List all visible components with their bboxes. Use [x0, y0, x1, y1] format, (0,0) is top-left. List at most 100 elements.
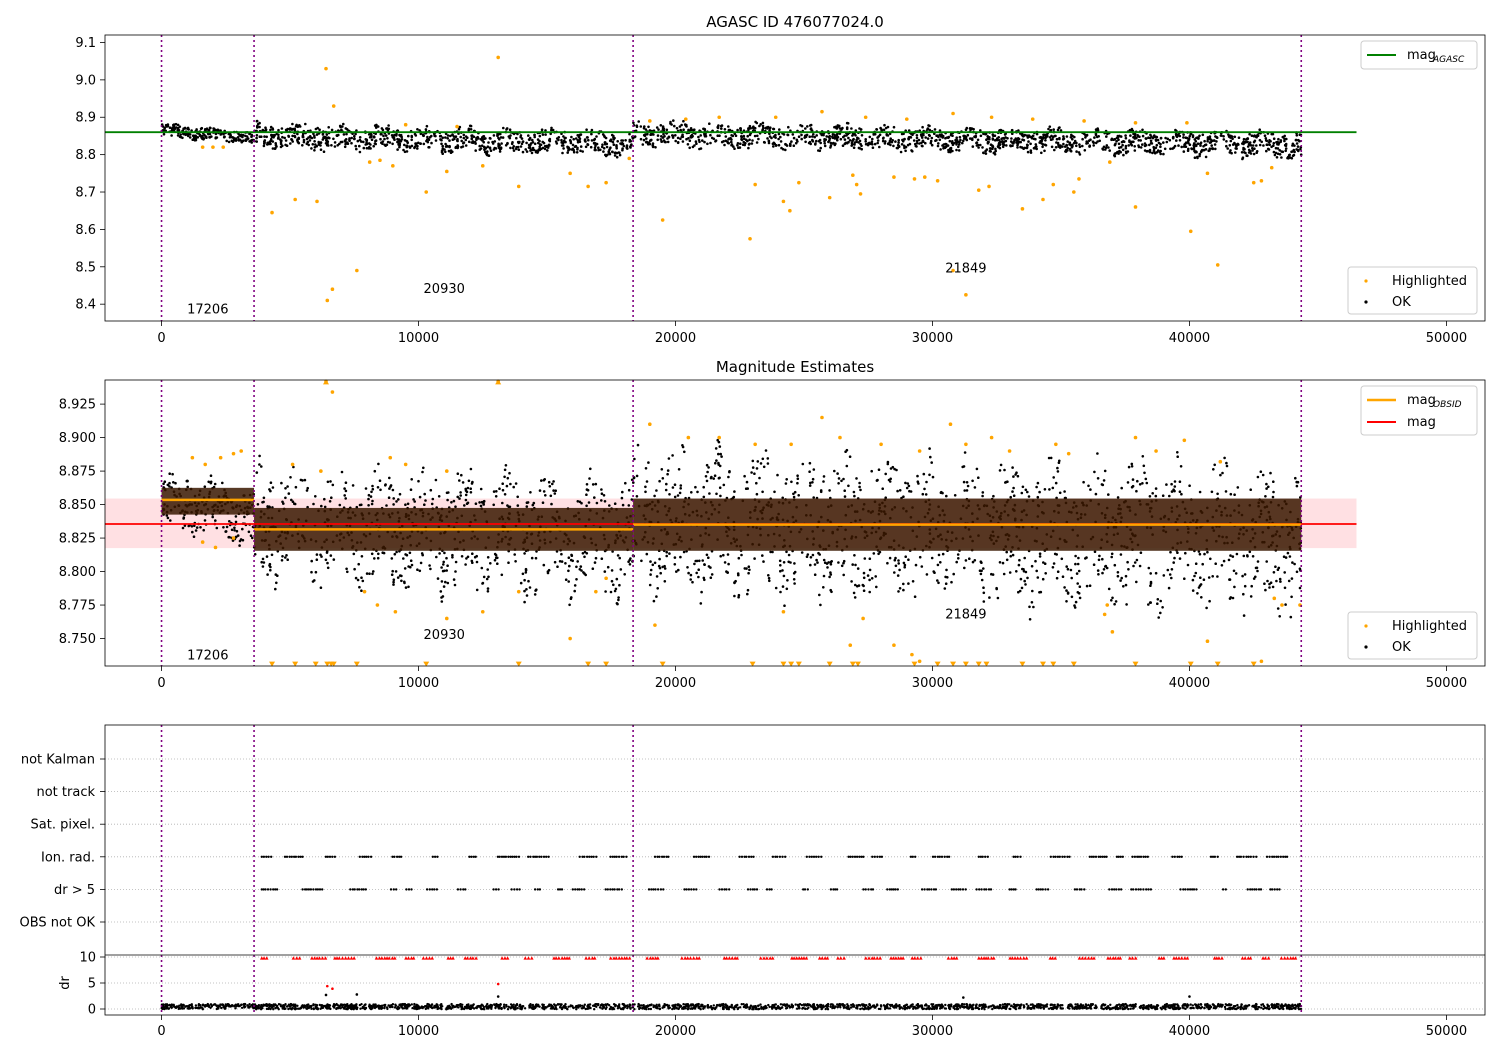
ok-point [601, 146, 604, 149]
ok-point [523, 601, 526, 604]
ok-point [334, 145, 337, 148]
ok-point [981, 579, 984, 582]
ok-point [290, 138, 293, 141]
ok-point [875, 128, 878, 131]
ok-point [792, 133, 795, 136]
ok-point [593, 496, 596, 499]
ok-point [1279, 580, 1282, 583]
ok-point [991, 144, 994, 147]
ok-point [748, 143, 751, 146]
ok-point [459, 126, 462, 129]
ok-point [1290, 616, 1293, 619]
ok-point [214, 483, 217, 486]
ok-point [256, 126, 259, 129]
ok-point [573, 590, 576, 593]
ok-point [793, 137, 796, 140]
ok-point [363, 147, 366, 150]
ok-point [661, 468, 664, 471]
ok-point [852, 138, 855, 141]
ok-point [368, 572, 371, 575]
ok-point [944, 143, 947, 146]
highlighted-point [1270, 166, 1274, 170]
ok-point [1257, 476, 1260, 479]
ok-point [1106, 567, 1109, 570]
ok-point [471, 482, 474, 485]
ok-point [1172, 136, 1175, 139]
ok-point [713, 138, 716, 141]
ok-point [487, 587, 490, 590]
ok-point [819, 604, 822, 607]
ok-point [784, 149, 787, 152]
highlighted-point [1021, 207, 1025, 211]
ok-point [723, 144, 726, 147]
ok-point [1205, 156, 1208, 159]
ok-point [1042, 578, 1045, 581]
highlighted-point [851, 173, 855, 177]
ok-point [1125, 137, 1128, 140]
ok-point [1128, 466, 1131, 469]
ok-point [931, 557, 934, 560]
ok-point [314, 495, 317, 498]
ok-point [1155, 572, 1158, 575]
ok-point [892, 145, 895, 148]
ok-point [944, 576, 947, 579]
ok-point [739, 142, 742, 145]
ok-point [697, 576, 700, 579]
panel1-title: AGASC ID 476077024.0 [706, 13, 884, 31]
ok-point [455, 146, 458, 149]
ok-point [568, 565, 571, 568]
ok-point [879, 551, 882, 554]
ok-point [1105, 135, 1108, 138]
ok-point [1069, 148, 1072, 151]
ok-point [922, 493, 925, 496]
highlighted-point [404, 123, 408, 127]
ok-point [580, 569, 583, 572]
ok-point [1205, 607, 1208, 610]
ok-point [1012, 487, 1015, 490]
ok-point [701, 559, 704, 562]
ok-point [1214, 562, 1217, 565]
ok-point [578, 136, 581, 139]
ok-point [768, 577, 771, 580]
ok-point [778, 128, 781, 131]
ok-point [622, 504, 625, 507]
ok-point [786, 579, 789, 582]
ok-point [752, 126, 755, 129]
ok-point [1221, 564, 1224, 567]
ok-point [823, 475, 826, 478]
ok-point [1251, 147, 1254, 150]
ok-point [924, 136, 927, 139]
ok-point [665, 551, 668, 554]
ok-point [789, 143, 792, 146]
ok-point [471, 561, 474, 564]
highlighted-point [221, 145, 225, 149]
ok-point [480, 488, 483, 491]
ok-point [950, 134, 953, 137]
ok-point [1122, 154, 1125, 157]
ok-point [722, 554, 725, 557]
ok-point [864, 140, 867, 143]
ok-point [840, 480, 843, 483]
ok-point [1075, 145, 1078, 148]
ok-point [1122, 585, 1125, 588]
ok-point [941, 144, 944, 147]
ok-point [1229, 144, 1232, 147]
ok-point [668, 552, 671, 555]
ok-point [495, 490, 498, 493]
ok-point [868, 591, 871, 594]
ok-point [1163, 574, 1166, 577]
ok-point [204, 135, 207, 138]
ok-point [812, 554, 815, 557]
ok-point [851, 142, 854, 145]
ok-point [779, 564, 782, 567]
ok-point [573, 151, 576, 154]
ok-point [591, 129, 594, 132]
ok-point [547, 570, 550, 573]
ok-point [843, 560, 846, 563]
ok-point [662, 477, 665, 480]
ok-point [176, 129, 179, 132]
ok-point [1195, 150, 1198, 153]
ok-point [756, 135, 759, 138]
ok-point [489, 137, 492, 140]
ok-point [726, 140, 729, 143]
